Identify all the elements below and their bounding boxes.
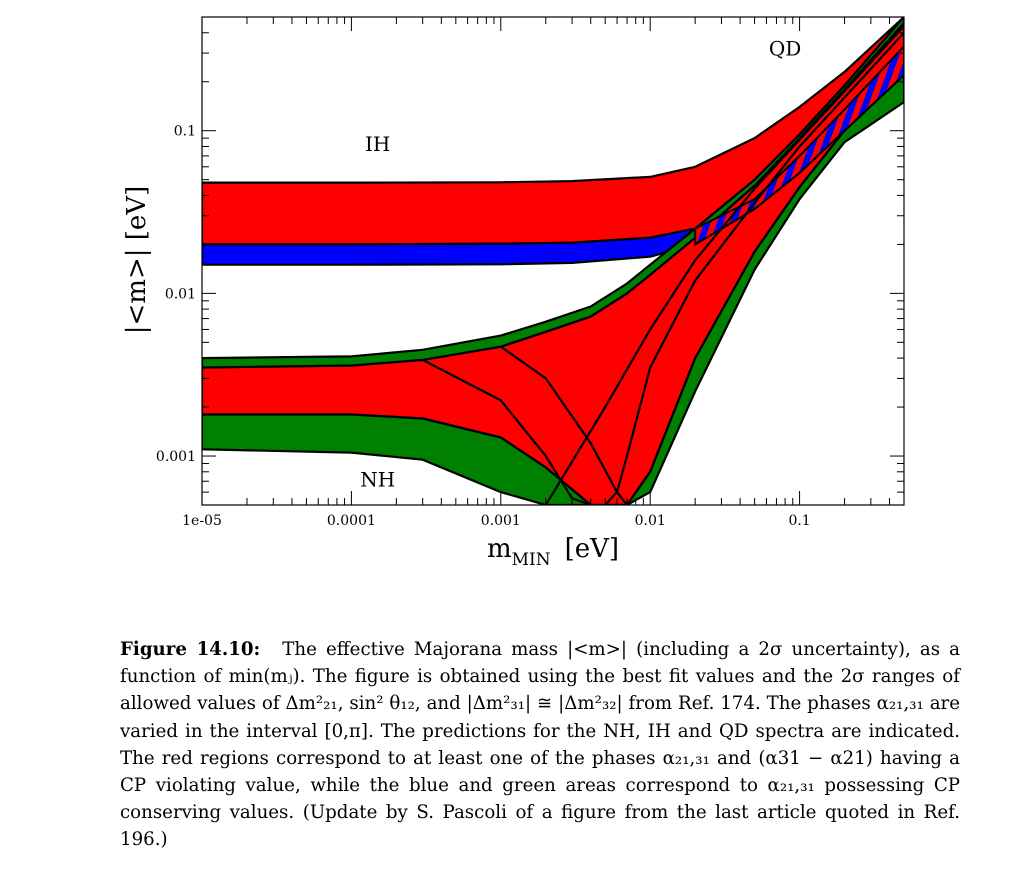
band-green-4 bbox=[202, 17, 904, 369]
x-tick-label: 0.1 bbox=[788, 513, 810, 529]
band-layer bbox=[202, 17, 904, 505]
boundary-curve-3 bbox=[604, 32, 904, 505]
y-tick-label: 0.01 bbox=[165, 286, 196, 302]
y-axis-label: |<m>| [eV] bbox=[122, 186, 152, 334]
boundary-curve-0 bbox=[422, 358, 592, 505]
tick-layer bbox=[201, 16, 905, 506]
caption-text: The effective Majorana mass |<m>| (inclu… bbox=[120, 639, 960, 851]
region-label-nh: NH bbox=[360, 467, 395, 491]
region-label-qd: QD bbox=[769, 36, 801, 60]
x-tick-label: 0.0001 bbox=[327, 513, 376, 529]
plot-frame bbox=[201, 16, 905, 506]
boundary-curve-1 bbox=[500, 345, 628, 505]
y-tick-label: 0.1 bbox=[174, 124, 196, 140]
y-tick-label: 0.001 bbox=[156, 449, 196, 465]
annotation-layer: IH NH QD bbox=[360, 36, 801, 491]
x-tick-label: 0.01 bbox=[635, 513, 666, 529]
band-blue-1 bbox=[202, 45, 904, 266]
majorana-mass-chart: 1e-05 0.0001 0.001 0.01 0.1 0.001 0.01 0.1 IH NH… bbox=[122, 16, 905, 570]
tick-label-layer: 1e-05 0.0001 0.001 0.01 0.1 0.001 0.01 0.1 bbox=[156, 124, 811, 529]
x-axis-label: mMIN [eV] bbox=[487, 534, 619, 570]
band-overlap-hatch bbox=[694, 44, 904, 247]
x-tick-label: 0.001 bbox=[481, 513, 521, 529]
boundary-curve-2 bbox=[544, 25, 904, 505]
region-label-ih: IH bbox=[365, 132, 390, 156]
x-tick-label: 1e-05 bbox=[182, 513, 222, 529]
caption-lead: Figure 14.10: bbox=[120, 639, 261, 660]
figure-caption: Figure 14.10: The effective Majorana mass… bbox=[120, 636, 960, 854]
